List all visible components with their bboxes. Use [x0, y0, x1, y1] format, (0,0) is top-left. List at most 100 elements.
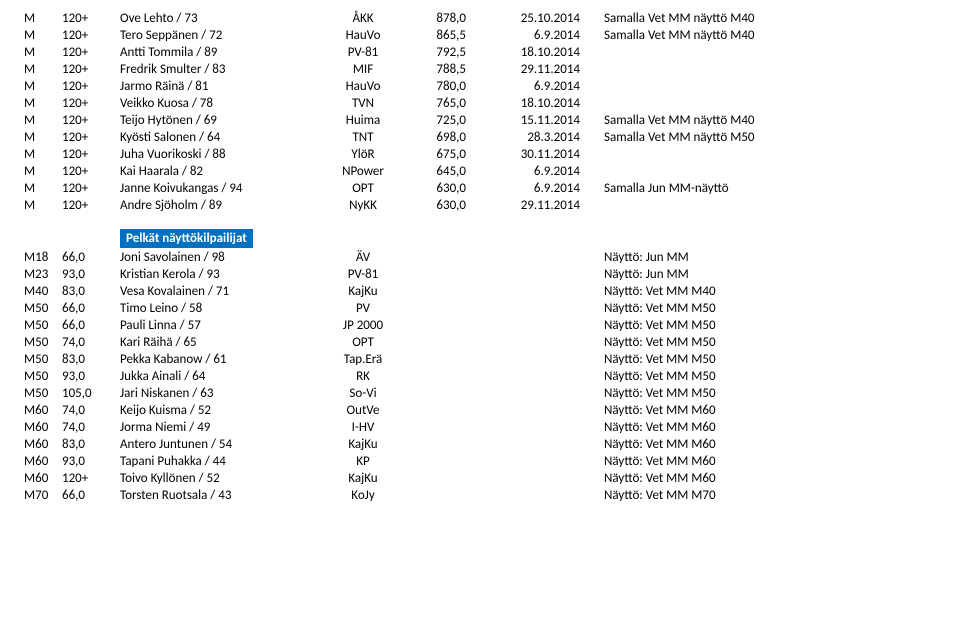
cell-weight: 93,0	[58, 453, 116, 470]
cell-note: Samalla Vet MM näyttö M40	[584, 27, 940, 44]
cell-category: M	[20, 61, 58, 78]
table-row: M60120+Toivo Kyllönen / 52KajKuNäyttö: V…	[20, 470, 940, 487]
cell-category: M	[20, 180, 58, 197]
cell-date	[486, 266, 584, 283]
cell-note: Näyttö: Vet MM M50	[584, 300, 940, 317]
cell-category: M	[20, 129, 58, 146]
cell-date	[486, 368, 584, 385]
cell-note: Samalla Vet MM näyttö M40	[584, 112, 940, 129]
cell-category: M	[20, 10, 58, 27]
cell-club: KajKu	[324, 470, 402, 487]
cell-score	[402, 419, 486, 436]
cell-date	[486, 351, 584, 368]
table-row: M6083,0Antero Juntunen / 54KajKuNäyttö: …	[20, 436, 940, 453]
cell-club: NyKK	[324, 197, 402, 214]
cell-name: Joni Savolainen / 98	[116, 249, 324, 266]
cell-category: M	[20, 163, 58, 180]
cell-note	[584, 44, 940, 61]
cell-score: 698,0	[402, 129, 486, 146]
cell-weight: 74,0	[58, 419, 116, 436]
cell-date: 6.9.2014	[486, 163, 584, 180]
cell-name: Tapani Puhakka / 44	[116, 453, 324, 470]
cell-club: JP 2000	[324, 317, 402, 334]
cell-date	[486, 487, 584, 504]
cell-date: 6.9.2014	[486, 78, 584, 95]
cell-club: I-HV	[324, 419, 402, 436]
table-row: M120+Ove Lehto / 73ÅKK878,025.10.2014Sam…	[20, 10, 940, 27]
table-row: M50105,0Jari Niskanen / 63So-ViNäyttö: V…	[20, 385, 940, 402]
cell-club: NPower	[324, 163, 402, 180]
cell-name: Kai Haarala / 82	[116, 163, 324, 180]
cell-date	[486, 249, 584, 266]
cell-club: HauVo	[324, 78, 402, 95]
cell-weight: 120+	[58, 180, 116, 197]
cell-score: 765,0	[402, 95, 486, 112]
table-row: M120+Kyösti Salonen / 64TNT698,028.3.201…	[20, 129, 940, 146]
cell-note	[584, 163, 940, 180]
table-row: M120+Juha Vuorikoski / 88YlöR675,030.11.…	[20, 146, 940, 163]
cell-category: M50	[20, 317, 58, 334]
cell-score: 788,5	[402, 61, 486, 78]
cell-score	[402, 402, 486, 419]
cell-note: Samalla Vet MM näyttö M50	[584, 129, 940, 146]
cell-name: Janne Koivukangas / 94	[116, 180, 324, 197]
cell-score: 792,5	[402, 44, 486, 61]
cell-weight: 120+	[58, 61, 116, 78]
table-row: M6074,0Jorma Niemi / 49I-HVNäyttö: Vet M…	[20, 419, 940, 436]
cell-club: KajKu	[324, 436, 402, 453]
cell-club: MIF	[324, 61, 402, 78]
cell-club: ÅKK	[324, 10, 402, 27]
cell-date	[486, 300, 584, 317]
cell-note	[584, 146, 940, 163]
cell-weight: 74,0	[58, 334, 116, 351]
cell-club: TNT	[324, 129, 402, 146]
cell-club: PV	[324, 300, 402, 317]
cell-category: M	[20, 78, 58, 95]
cell-name: Toivo Kyllönen / 52	[116, 470, 324, 487]
cell-date	[486, 402, 584, 419]
cell-note: Näyttö: Vet MM M60	[584, 436, 940, 453]
table-row: M120+Antti Tommila / 89PV-81792,518.10.2…	[20, 44, 940, 61]
cell-score	[402, 283, 486, 300]
cell-club: RK	[324, 368, 402, 385]
table-row: M120+Tero Seppänen / 72HauVo865,56.9.201…	[20, 27, 940, 44]
cell-club: TVN	[324, 95, 402, 112]
cell-date	[486, 334, 584, 351]
cell-score: 645,0	[402, 163, 486, 180]
cell-weight: 120+	[58, 95, 116, 112]
cell-club: PV-81	[324, 44, 402, 61]
cell-weight: 120+	[58, 27, 116, 44]
cell-category: M50	[20, 385, 58, 402]
cell-weight: 83,0	[58, 283, 116, 300]
cell-note: Näyttö: Vet MM M50	[584, 368, 940, 385]
cell-name: Keijo Kuisma / 52	[116, 402, 324, 419]
cell-category: M	[20, 95, 58, 112]
cell-score	[402, 470, 486, 487]
cell-weight: 120+	[58, 78, 116, 95]
cell-category: M18	[20, 249, 58, 266]
cell-note: Näyttö: Vet MM M40	[584, 283, 940, 300]
cell-name: Juha Vuorikoski / 88	[116, 146, 324, 163]
cell-date	[486, 385, 584, 402]
table-row: M120+Kai Haarala / 82NPower645,06.9.2014	[20, 163, 940, 180]
cell-date: 28.3.2014	[486, 129, 584, 146]
table-row: M5074,0Kari Räihä / 65OPTNäyttö: Vet MM …	[20, 334, 940, 351]
cell-club: PV-81	[324, 266, 402, 283]
cell-name: Pekka Kabanow / 61	[116, 351, 324, 368]
cell-weight: 74,0	[58, 402, 116, 419]
cell-name: Teijo Hytönen / 69	[116, 112, 324, 129]
cell-club: Huima	[324, 112, 402, 129]
table-row: M5066,0Pauli Linna / 57JP 2000Näyttö: Ve…	[20, 317, 940, 334]
table-row: M120+Teijo Hytönen / 69Huima725,015.11.2…	[20, 112, 940, 129]
cell-name: Veikko Kuosa / 78	[116, 95, 324, 112]
cell-category: M60	[20, 402, 58, 419]
cell-score: 675,0	[402, 146, 486, 163]
table-row: M1866,0Joni Savolainen / 98ÄVNäyttö: Jun…	[20, 249, 940, 266]
cell-score: 725,0	[402, 112, 486, 129]
cell-weight: 83,0	[58, 436, 116, 453]
cell-note	[584, 78, 940, 95]
cell-date	[486, 317, 584, 334]
cell-date	[486, 283, 584, 300]
table-row: M120+Jarmo Räinä / 81HauVo780,06.9.2014	[20, 78, 940, 95]
cell-note: Samalla Jun MM-näyttö	[584, 180, 940, 197]
